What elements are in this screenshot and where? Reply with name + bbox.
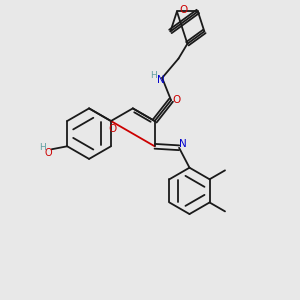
Text: O: O: [179, 5, 188, 15]
Text: N: N: [179, 139, 187, 149]
Text: H: H: [150, 71, 157, 80]
Text: N: N: [157, 75, 164, 85]
Text: O: O: [172, 94, 181, 105]
Text: O: O: [45, 148, 52, 158]
Text: H: H: [39, 143, 46, 152]
Text: O: O: [108, 124, 117, 134]
